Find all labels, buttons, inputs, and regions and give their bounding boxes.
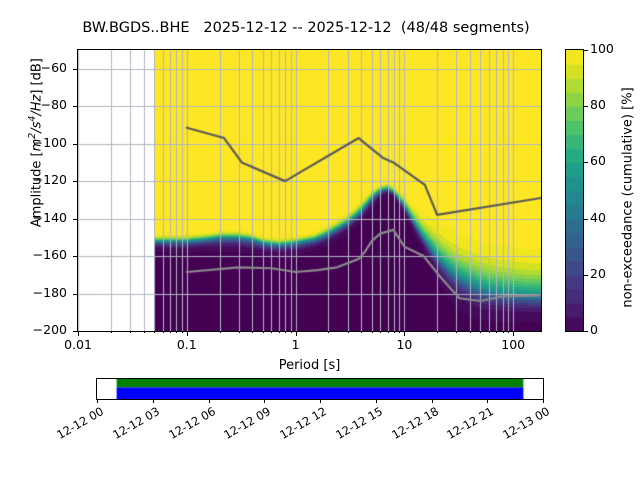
- y-tick-mark: [73, 294, 77, 295]
- colorbar-tick-mark: [584, 331, 588, 332]
- colorbar-tick-label: 60: [590, 153, 606, 169]
- timeline-tick-label: 12-12 21: [444, 404, 497, 442]
- x-axis-label: Period [s]: [278, 358, 341, 373]
- x-minor-tick-mark: [380, 331, 381, 333]
- x-minor-tick-mark: [372, 331, 373, 333]
- x-minor-tick-mark: [182, 331, 183, 333]
- x-minor-tick-mark: [285, 331, 286, 333]
- timeline-tick-mark: [487, 399, 488, 403]
- colorbar-canvas: [566, 50, 583, 331]
- timeline-tick-label: 12-12 12: [277, 404, 329, 442]
- x-minor-tick-mark: [470, 331, 471, 333]
- x-minor-tick-mark: [239, 331, 240, 333]
- x-minor-tick-mark: [480, 331, 481, 333]
- ppsd-histogram-canvas: [78, 50, 541, 331]
- y-tick-label: −80: [40, 97, 67, 113]
- x-minor-tick-mark: [489, 331, 490, 333]
- y-tick-label: −60: [40, 59, 67, 75]
- y-tick-label: −100: [32, 134, 67, 150]
- y-tick-label: −160: [32, 247, 67, 263]
- x-tick-label: 0.1: [176, 337, 197, 352]
- colorbar-label: non-exceedance (cumulative) [%]: [620, 87, 636, 308]
- x-minor-tick-mark: [252, 331, 253, 333]
- y-tick-mark: [73, 181, 77, 182]
- y-tick-label: −200: [32, 322, 67, 337]
- x-minor-tick-mark: [328, 331, 329, 333]
- x-minor-tick-mark: [437, 331, 438, 333]
- timeline-canvas: [97, 379, 543, 399]
- x-minor-tick-mark: [170, 331, 171, 333]
- y-tick-label: −120: [32, 172, 67, 188]
- timeline-tick-mark: [264, 399, 265, 403]
- x-minor-tick-mark: [130, 331, 131, 333]
- timeline-tick-mark: [209, 399, 210, 403]
- timeline-tick-mark: [432, 399, 433, 403]
- x-tick-label: 10: [396, 337, 413, 352]
- x-minor-tick-mark: [348, 331, 349, 333]
- colorbar-tick-label: 20: [590, 265, 606, 281]
- y-tick-label: −180: [32, 284, 67, 300]
- x-minor-tick-mark: [394, 331, 395, 333]
- timeline-tick-label: 12-12 03: [109, 404, 162, 442]
- timeline-tick-mark: [153, 399, 154, 403]
- x-tick-mark: [404, 331, 405, 336]
- x-minor-tick-mark: [176, 331, 177, 333]
- colorbar-tick-label: 40: [590, 209, 606, 225]
- timeline-tick-label: 12-12 18: [388, 404, 441, 442]
- x-minor-tick-mark: [508, 331, 509, 333]
- x-tick-mark: [78, 331, 79, 336]
- colorbar-tick-label: 0: [590, 322, 598, 337]
- colorbar-tick-label: 80: [590, 97, 606, 113]
- x-minor-tick-mark: [503, 331, 504, 333]
- x-minor-tick-mark: [220, 331, 221, 333]
- timeline-tick-label: 12-12 09: [221, 404, 274, 442]
- timeline-tick-mark: [376, 399, 377, 403]
- x-minor-tick-mark: [144, 331, 145, 333]
- colorbar-tick-mark: [584, 162, 588, 163]
- x-tick-label: 1: [291, 337, 300, 352]
- colorbar: [565, 49, 584, 332]
- timeline-tick-mark: [543, 399, 544, 403]
- x-minor-tick-mark: [271, 331, 272, 333]
- y-tick-label: −140: [32, 209, 67, 225]
- x-minor-tick-mark: [263, 331, 264, 333]
- timeline-tick-mark: [320, 399, 321, 403]
- timeline-tick-mark: [97, 399, 98, 403]
- x-minor-tick-mark: [111, 331, 112, 333]
- y-tick-mark: [73, 219, 77, 220]
- x-tick-mark: [513, 331, 514, 336]
- colorbar-tick-mark: [584, 219, 588, 220]
- figure-title: BW.BGDS..BHE 2025-12-12 -- 2025-12-12 (4…: [82, 20, 530, 36]
- x-tick-mark: [187, 331, 188, 336]
- x-minor-tick-mark: [279, 331, 280, 333]
- x-minor-tick-mark: [163, 331, 164, 333]
- timeline-tick-label: 12-12 00: [54, 404, 106, 442]
- x-minor-tick-mark: [496, 331, 497, 333]
- timeline-coverage-bar[interactable]: [96, 378, 544, 400]
- y-tick-mark: [73, 256, 77, 257]
- x-minor-tick-mark: [361, 331, 362, 333]
- x-minor-tick-mark: [388, 331, 389, 333]
- ppsd-plot-area[interactable]: [77, 49, 542, 332]
- x-tick-label: 100: [501, 337, 526, 352]
- x-minor-tick-mark: [291, 331, 292, 333]
- y-tick-mark: [73, 69, 77, 70]
- timeline-tick-label: 12-12 06: [165, 404, 218, 442]
- colorbar-tick-mark: [584, 275, 588, 276]
- timeline-tick-label: 12-12 15: [332, 404, 385, 442]
- y-axis-label: Amplitude [m2/s4/Hz] [dB]: [27, 58, 45, 228]
- colorbar-tick-label: 100: [590, 41, 614, 56]
- y-tick-mark: [73, 144, 77, 145]
- x-tick-mark: [296, 331, 297, 336]
- x-minor-tick-mark: [154, 331, 155, 333]
- y-tick-mark: [73, 106, 77, 107]
- colorbar-tick-mark: [584, 106, 588, 107]
- x-minor-tick-mark: [456, 331, 457, 333]
- x-minor-tick-mark: [399, 331, 400, 333]
- x-tick-label: 0.01: [64, 337, 92, 352]
- y-tick-mark: [73, 331, 77, 332]
- colorbar-tick-mark: [584, 50, 588, 51]
- timeline-tick-label: 12-13 00: [500, 404, 552, 442]
